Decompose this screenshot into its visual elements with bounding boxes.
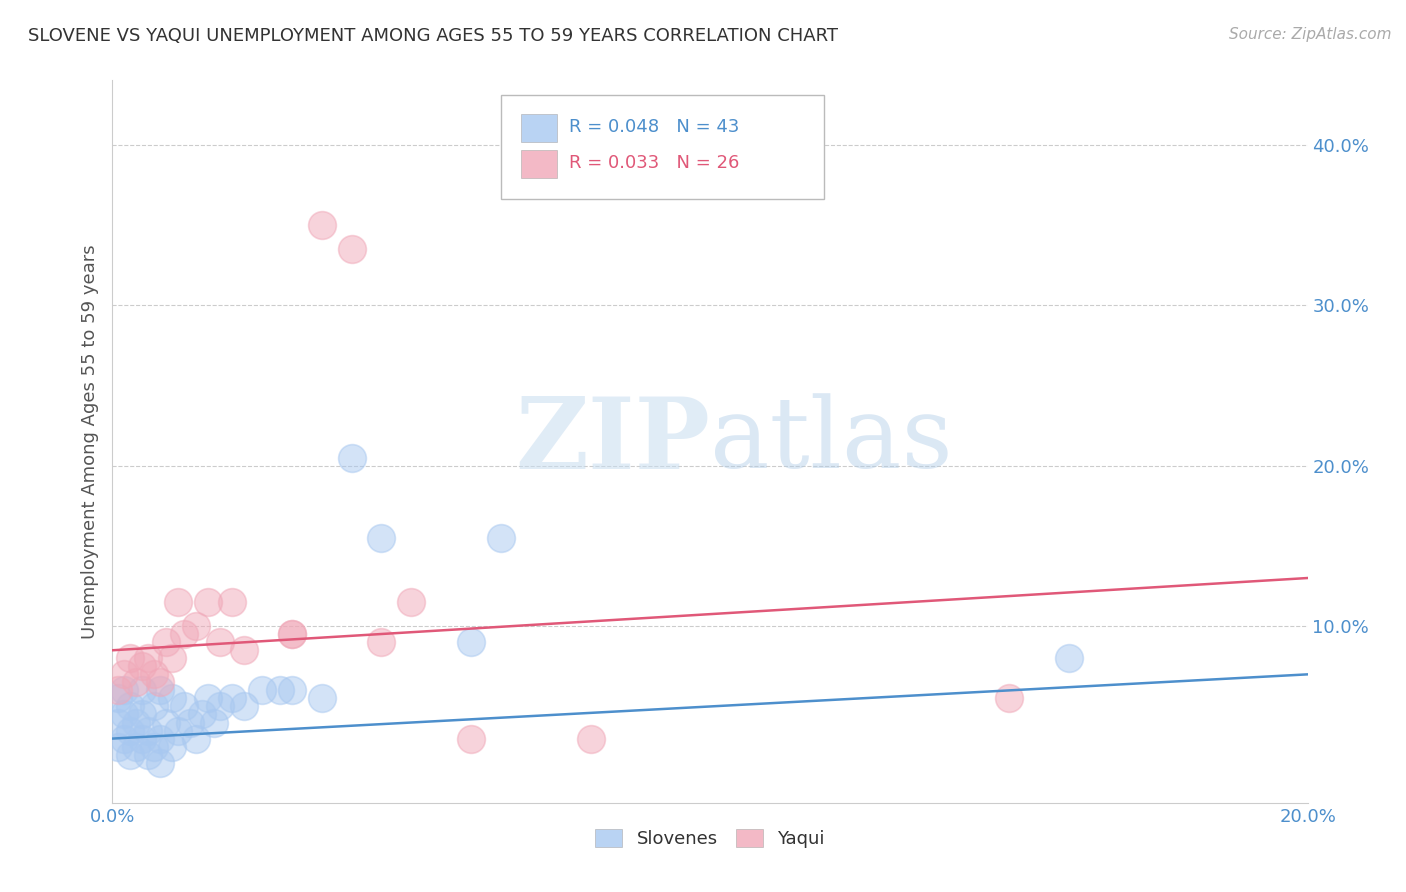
Point	[167, 723, 190, 738]
Point	[149, 683, 172, 698]
Text: Source: ZipAtlas.com: Source: ZipAtlas.com	[1229, 27, 1392, 42]
Point	[149, 756, 172, 770]
Point	[120, 651, 142, 665]
Point	[186, 619, 208, 633]
Point	[114, 707, 135, 722]
Point	[120, 699, 142, 714]
Point	[460, 731, 482, 746]
Point	[173, 627, 195, 641]
Point	[401, 595, 423, 609]
Point	[233, 699, 256, 714]
Point	[149, 731, 172, 746]
Point	[173, 699, 195, 714]
Point	[114, 667, 135, 681]
Point	[370, 531, 392, 545]
Point	[155, 715, 177, 730]
Point	[221, 691, 243, 706]
Point	[197, 691, 219, 706]
Point	[143, 699, 166, 714]
Point	[107, 683, 129, 698]
Point	[209, 699, 232, 714]
Point	[143, 667, 166, 681]
Point	[186, 731, 208, 746]
FancyBboxPatch shape	[522, 151, 557, 178]
Point	[138, 651, 160, 665]
Text: R = 0.033   N = 26: R = 0.033 N = 26	[569, 154, 740, 172]
Point	[162, 651, 183, 665]
Point	[340, 450, 363, 465]
Point	[107, 739, 129, 754]
Point	[149, 675, 172, 690]
Point	[489, 531, 512, 545]
Point	[120, 747, 142, 762]
Point	[370, 635, 392, 649]
Point	[209, 635, 232, 649]
Point	[998, 691, 1021, 706]
Point	[202, 715, 225, 730]
Legend: Slovenes, Yaqui: Slovenes, Yaqui	[588, 822, 832, 855]
Point	[155, 635, 177, 649]
Point	[311, 691, 333, 706]
Text: R = 0.048   N = 43: R = 0.048 N = 43	[569, 119, 740, 136]
Point	[311, 218, 333, 232]
Point	[125, 675, 148, 690]
Point	[162, 691, 183, 706]
FancyBboxPatch shape	[501, 95, 824, 200]
Point	[138, 723, 160, 738]
Point	[340, 242, 363, 256]
Point	[1057, 651, 1080, 665]
Point	[120, 723, 142, 738]
Point	[131, 731, 153, 746]
Point	[131, 707, 153, 722]
Point	[107, 691, 129, 706]
Y-axis label: Unemployment Among Ages 55 to 59 years: Unemployment Among Ages 55 to 59 years	[80, 244, 98, 639]
Text: ZIP: ZIP	[515, 393, 710, 490]
Point	[138, 747, 160, 762]
Point	[179, 715, 201, 730]
Point	[191, 707, 214, 722]
Point	[131, 659, 153, 673]
Point	[250, 683, 273, 698]
Text: SLOVENE VS YAQUI UNEMPLOYMENT AMONG AGES 55 TO 59 YEARS CORRELATION CHART: SLOVENE VS YAQUI UNEMPLOYMENT AMONG AGES…	[28, 27, 838, 45]
Point	[125, 715, 148, 730]
Point	[162, 739, 183, 754]
Point	[143, 739, 166, 754]
Point	[114, 731, 135, 746]
Point	[460, 635, 482, 649]
Text: atlas: atlas	[710, 393, 953, 490]
Point	[281, 627, 304, 641]
Point	[167, 595, 190, 609]
Point	[114, 683, 135, 698]
Point	[281, 627, 304, 641]
Point	[131, 683, 153, 698]
Point	[269, 683, 291, 698]
Point	[221, 595, 243, 609]
Point	[281, 683, 304, 698]
FancyBboxPatch shape	[522, 114, 557, 142]
Point	[107, 715, 129, 730]
Point	[197, 595, 219, 609]
Point	[125, 739, 148, 754]
Point	[579, 731, 602, 746]
Point	[233, 643, 256, 657]
